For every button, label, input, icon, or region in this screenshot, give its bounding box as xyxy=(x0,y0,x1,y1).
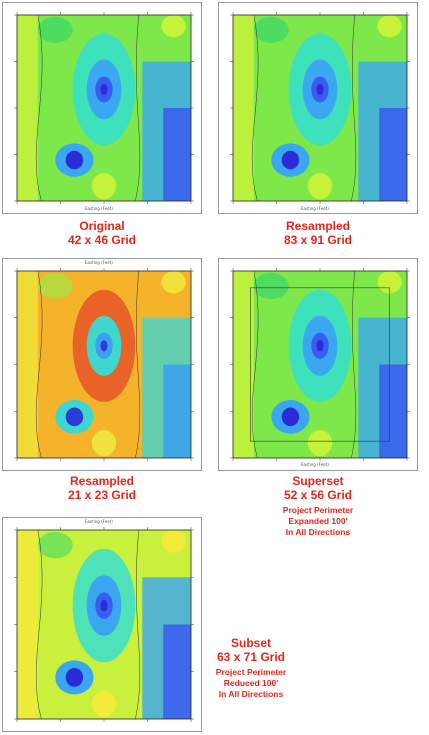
caption-resampled-83: Resampled 83 x 91 Grid xyxy=(218,219,418,247)
caption-title-resampled-83: Resampled xyxy=(285,219,351,233)
caption-note-subset: Project Perimeter Reduced 100' In All Di… xyxy=(196,667,306,700)
caption-grid-subset: 63 x 71 Grid xyxy=(216,650,286,664)
contour-map-resampled-21 xyxy=(14,268,194,461)
caption-grid-original: 42 x 46 Grid xyxy=(67,233,137,247)
contour-map-superset xyxy=(230,268,410,461)
contour-map-original xyxy=(14,12,194,204)
caption-note-superset: Project Perimeter Expanded 100' In All D… xyxy=(218,505,418,538)
caption-title-subset: Subset xyxy=(230,636,271,650)
map-panel-superset: Easting (Feet) xyxy=(218,258,418,471)
map-panel-resampled-21: Easting (Feet) xyxy=(2,258,202,471)
note-line: Project Perimeter xyxy=(215,667,287,677)
caption-title-original: Original xyxy=(79,219,125,233)
x-axis-label-resampled-83: Easting (Feet) xyxy=(301,206,329,211)
caption-original: Original 42 x 46 Grid xyxy=(2,219,202,247)
x-axis-label-original: Easting (Feet) xyxy=(85,206,113,211)
caption-subset: Subset 63 x 71 Grid Project Perimeter Re… xyxy=(196,636,306,700)
caption-resampled-21: Resampled 21 x 23 Grid xyxy=(2,474,202,502)
caption-title-resampled-21: Resampled xyxy=(69,474,135,488)
note-line: Project Perimeter xyxy=(282,505,354,515)
caption-title-superset: Superset xyxy=(292,474,344,488)
caption-superset: Superset 52 x 56 Grid Project Perimeter … xyxy=(218,474,418,538)
x-axis-label-subset: Easting (Feet) xyxy=(85,519,113,524)
x-axis-label-resampled-21: Easting (Feet) xyxy=(85,260,113,265)
x-axis-label-superset: Easting (Feet) xyxy=(301,462,329,467)
note-line: In All Directions xyxy=(285,527,351,537)
map-panel-subset: Easting (Feet) xyxy=(2,517,202,732)
map-panel-original: Easting (Feet) xyxy=(2,2,202,214)
note-line: In All Directions xyxy=(218,689,284,699)
contour-map-subset xyxy=(14,527,194,722)
caption-grid-resampled-21: 21 x 23 Grid xyxy=(67,488,137,502)
note-line: Reduced 100' xyxy=(223,678,279,688)
map-panel-resampled-83: Easting (Feet) xyxy=(218,2,418,214)
contour-map-resampled-83 xyxy=(230,12,410,204)
caption-grid-resampled-83: 83 x 91 Grid xyxy=(283,233,353,247)
caption-grid-superset: 52 x 56 Grid xyxy=(283,488,353,502)
note-line: Expanded 100' xyxy=(288,516,348,526)
